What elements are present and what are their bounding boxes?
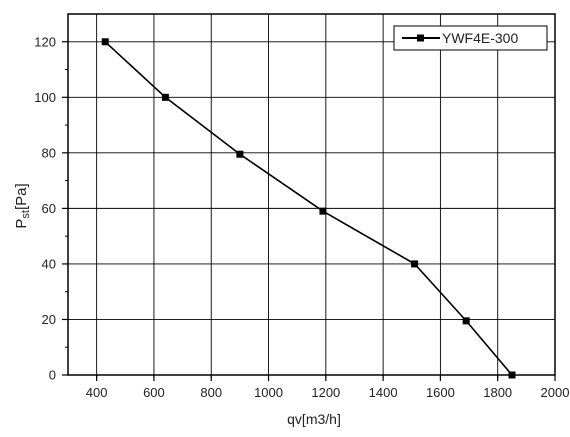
- data-point: [508, 371, 516, 379]
- y-axis-title: Pst[Pa]: [13, 183, 32, 228]
- x-tick-label: 1800: [483, 385, 512, 400]
- x-tick-label: 600: [143, 385, 165, 400]
- axis-ticks: [62, 41, 556, 381]
- x-tick-label: 1600: [426, 385, 455, 400]
- legend-box: [393, 25, 548, 51]
- x-tick-label: 1400: [369, 385, 398, 400]
- y-tick-label: 60: [42, 201, 56, 216]
- x-tick-label: 400: [86, 385, 108, 400]
- plot-area-frame: [67, 13, 556, 376]
- legend: YWF4E-300: [393, 25, 548, 51]
- x-tick-label: 1200: [311, 385, 340, 400]
- y-axis-title-subscript: st: [20, 210, 32, 219]
- x-tick-label: 800: [200, 385, 222, 400]
- data-series: [101, 38, 516, 379]
- tick-labels: 400 600 800 1000 1200 1400 1600 1800 2000 0 20 40 60…: [34, 34, 569, 400]
- x-tick-label: 2000: [541, 385, 570, 400]
- y-tick-label: 0: [49, 368, 56, 383]
- y-tick-label: 100: [34, 90, 56, 105]
- data-point: [236, 150, 244, 158]
- grid: [68, 14, 556, 375]
- data-point: [462, 317, 470, 325]
- y-tick-label: 120: [34, 34, 56, 49]
- legend-label: YWF4E-300: [442, 30, 518, 46]
- data-point: [161, 93, 169, 101]
- y-axis-title-main: P: [13, 219, 30, 229]
- data-point: [319, 207, 327, 215]
- y-tick-label: 20: [42, 312, 56, 327]
- x-tick-label: 1000: [254, 385, 283, 400]
- y-tick-label: 40: [42, 256, 56, 271]
- legend-marker-square-icon: [417, 34, 424, 42]
- y-tick-label: 80: [42, 145, 56, 160]
- y-axis-title-unit: [Pa]: [13, 183, 30, 210]
- data-point: [101, 38, 109, 46]
- x-axis-title: qv[m3/h]: [287, 411, 341, 427]
- data-point: [411, 260, 419, 268]
